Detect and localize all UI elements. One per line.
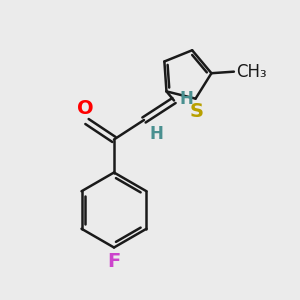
Text: H: H	[149, 125, 163, 143]
Text: CH₃: CH₃	[236, 63, 267, 81]
Text: H: H	[179, 90, 193, 108]
Text: F: F	[107, 252, 121, 271]
Text: O: O	[77, 99, 94, 118]
Text: S: S	[189, 102, 203, 121]
